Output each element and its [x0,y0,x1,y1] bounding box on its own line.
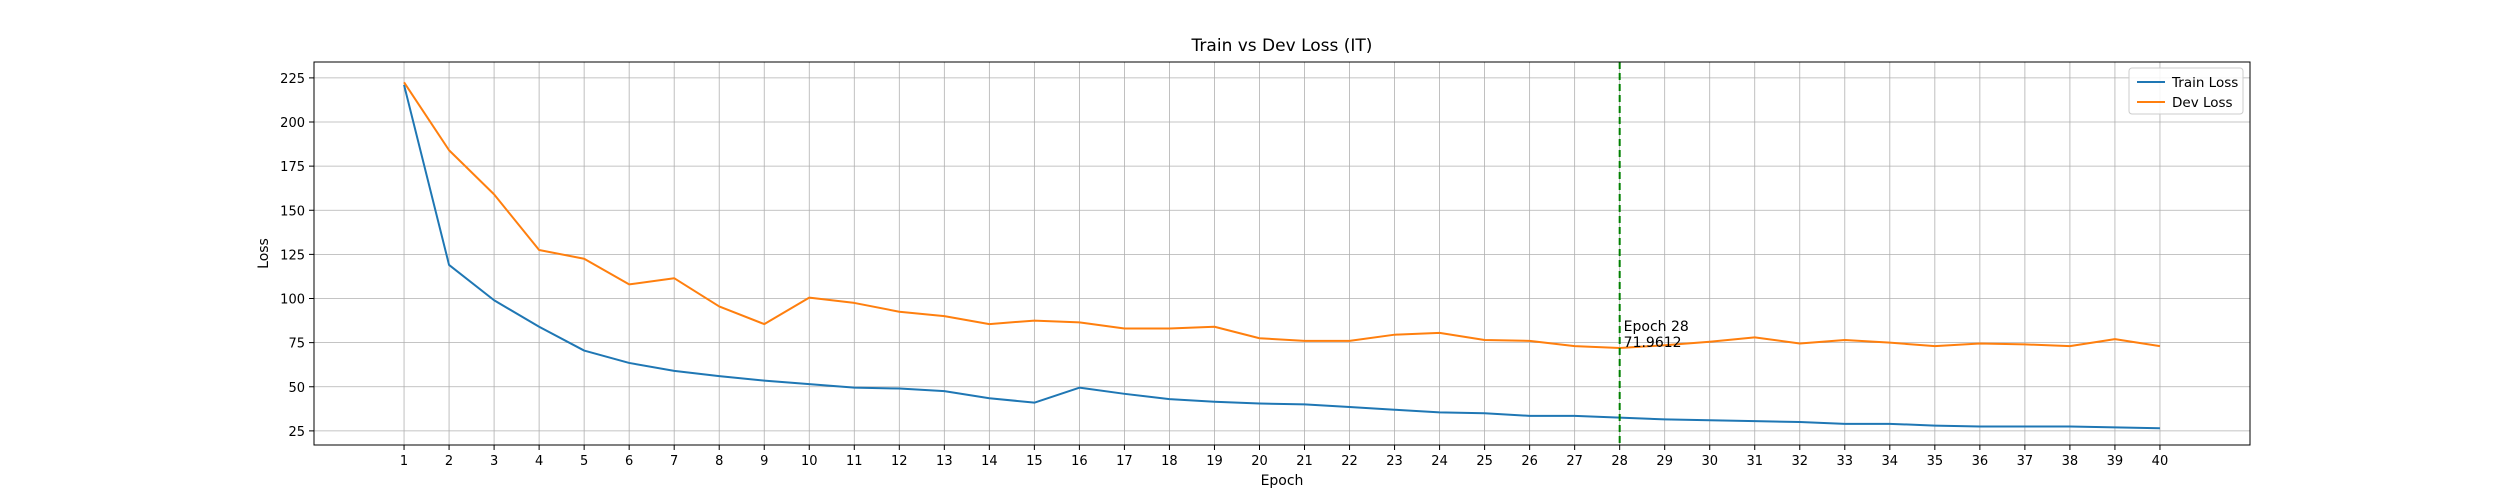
legend-label: Train Loss [2171,75,2238,91]
x-tick-label: 37 [2017,454,2034,469]
x-tick-label: 20 [1251,454,1268,469]
x-tick-label: 31 [1746,454,1763,469]
x-tick-label: 6 [625,454,633,469]
x-tick-label: 8 [715,454,723,469]
y-tick-label: 200 [280,116,305,131]
x-tick-label: 29 [1656,454,1673,469]
plot-frame [313,61,2251,446]
x-tick-label: 21 [1296,454,1313,469]
x-tick-label: 23 [1386,454,1403,469]
x-tick-label: 40 [2152,454,2169,469]
chart-title: Train vs Dev Loss (IT) [1191,36,1373,56]
x-tick-label: 15 [1026,454,1043,469]
x-tick-label: 39 [2107,454,2124,469]
x-tick-label: 19 [1206,454,1223,469]
x-tick-label: 13 [936,454,953,469]
x-tick-label: 10 [801,454,818,469]
y-tick-label: 100 [280,293,305,308]
x-tick-label: 17 [1116,454,1133,469]
x-tick-label: 33 [1837,454,1854,469]
y-tick-label: 25 [288,425,305,440]
y-axis-label: Loss [256,238,272,269]
series-layer [403,81,2161,430]
series-line-train-loss [403,84,2160,430]
x-tick-label: 27 [1566,454,1583,469]
x-tick-label: 30 [1701,454,1718,469]
y-tick-label: 175 [280,160,305,175]
y-tick-label: 225 [280,72,305,87]
x-tick-label: 28 [1611,454,1628,469]
x-tick-label: 1 [400,454,408,469]
x-tick-label: 35 [1927,454,1944,469]
x-tick-label: 25 [1476,454,1493,469]
x-tick-label: 18 [1161,454,1178,469]
x-axis-ticks: 1 2 3 4 5 6 7 8 9 10 11 12 13 14 15 16 17 18 19 20 21 22 23 24 2… [400,445,2168,469]
y-axis-ticks: 25 50 75 100 125 150 175 200 225 [280,72,314,440]
x-axis-label: Epoch [1261,473,1304,489]
x-tick-label: 4 [535,454,543,469]
x-tick-label: 26 [1521,454,1538,469]
x-tick-label: 5 [580,454,588,469]
x-tick-label: 2 [445,454,453,469]
x-tick-label: 24 [1431,454,1448,469]
x-tick-label: 7 [670,454,678,469]
x-tick-label: 3 [490,454,498,469]
x-tick-label: 16 [1071,454,1088,469]
x-tick-label: 12 [891,454,908,469]
best-epoch-value: 71.9612 [1624,335,1682,351]
y-tick-label: 150 [280,204,305,219]
x-tick-label: 22 [1341,454,1358,469]
x-tick-label: 36 [1972,454,1989,469]
x-tick-label: 9 [760,454,768,469]
x-tick-label: 11 [846,454,863,469]
x-tick-label: 14 [981,454,998,469]
y-tick-label: 50 [288,381,305,396]
x-tick-label: 38 [2062,454,2079,469]
x-tick-label: 32 [1791,454,1808,469]
grid-lines [314,62,2250,445]
legend: Train Loss Dev Loss [2128,67,2244,115]
x-tick-label: 34 [1882,454,1899,469]
y-tick-label: 75 [288,337,305,352]
legend-label: Dev Loss [2172,95,2233,111]
y-tick-label: 125 [280,248,305,263]
series-line-dev-loss [403,81,2161,349]
best-epoch-label: Epoch 28 [1624,319,1689,335]
